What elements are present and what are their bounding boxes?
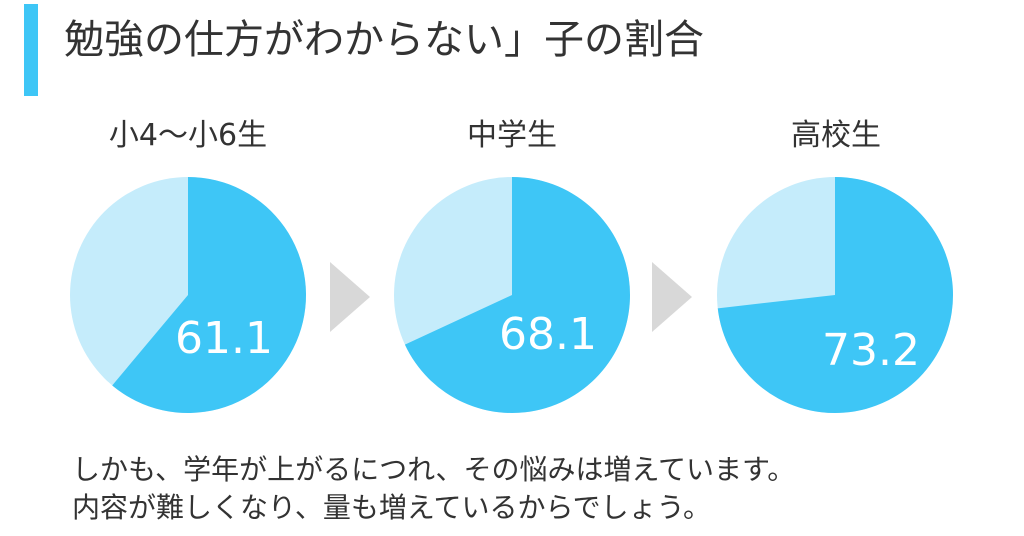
chart-title: 勉強の仕方がわからない」子の割合 — [64, 17, 704, 63]
pie-chart-junior-high: 68.1 — [394, 177, 630, 413]
pie-value-label: 73.2 — [822, 325, 920, 376]
pie-chart-elementary: 61.1 — [70, 177, 306, 413]
pie-label-high-school: 高校生 — [791, 118, 881, 153]
pie-label-junior-high: 中学生 — [467, 118, 557, 153]
arrow-right-icon — [652, 262, 692, 332]
caption-line-2: 内容が難しくなり、量も増えているからでしょう。 — [72, 491, 711, 524]
pie-slice-answer — [112, 177, 306, 413]
title-accent-bar — [24, 4, 38, 96]
pie-label-elementary: 小4～小6生 — [108, 118, 268, 153]
pie-value-label: 68.1 — [499, 309, 597, 360]
pie-slice-answer — [404, 177, 630, 413]
arrow-right-icon — [330, 262, 370, 332]
pie-chart-high-school: 73.2 — [717, 177, 953, 413]
pie-value-label: 61.1 — [175, 313, 273, 364]
caption-line-1: しかも、学年が上がるにつれ、その悩みは増えています。 — [72, 453, 796, 486]
pie-slice-answer — [717, 177, 953, 413]
